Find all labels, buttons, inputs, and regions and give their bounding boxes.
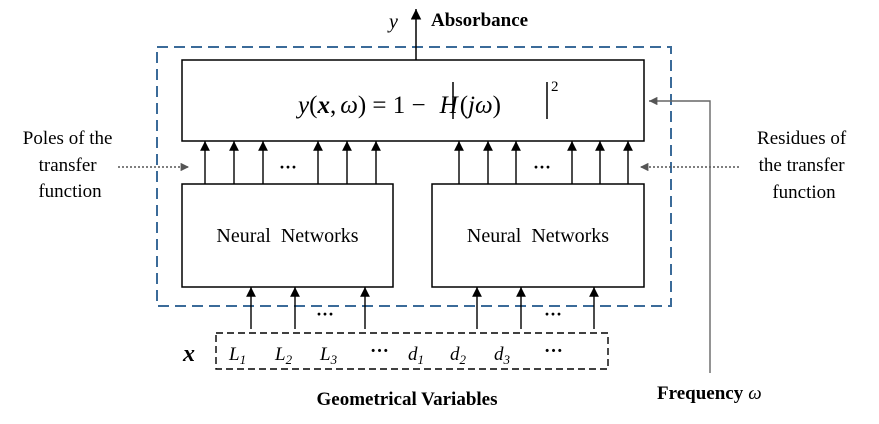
model-boundary bbox=[156, 46, 672, 307]
var-ellipsis-2: ··· bbox=[544, 341, 563, 362]
input-vector-symbol: x bbox=[182, 341, 195, 367]
neural-network-box-right bbox=[431, 183, 645, 288]
var-d2: d2 bbox=[450, 344, 467, 367]
var-L2: L2 bbox=[274, 344, 293, 367]
var-L1: L1 bbox=[228, 344, 246, 367]
var-L3: L3 bbox=[319, 344, 338, 367]
frequency-connector bbox=[649, 96, 711, 373]
left-network-input-arrows bbox=[246, 287, 370, 329]
var-d3: d3 bbox=[494, 344, 511, 367]
output-label: Absorbance bbox=[431, 10, 528, 31]
formula: y(x, ω) = 1 − H(jω) bbox=[295, 92, 501, 119]
right-output-ellipsis: ··· bbox=[533, 157, 551, 177]
neural-network-label-left: Neural Networks bbox=[216, 225, 358, 247]
poles-note: Poles of the transfer function bbox=[23, 128, 117, 202]
input-vector-box bbox=[215, 332, 609, 370]
neural-network-label-right: Neural Networks bbox=[467, 225, 609, 247]
formula-exponent: 2 bbox=[551, 79, 559, 95]
neural-network-box-left bbox=[181, 183, 394, 288]
input-variables: L1 L2 L3 ··· d1 d2 d3 ··· bbox=[228, 341, 563, 367]
right-network-output-arrows bbox=[454, 141, 633, 184]
left-output-ellipsis: ··· bbox=[279, 157, 297, 177]
input-caption: Geometrical Variables bbox=[317, 389, 498, 410]
right-network-input-arrows bbox=[472, 287, 599, 329]
right-input-ellipsis: ··· bbox=[544, 304, 562, 324]
residues-note: Residues of the transfer function bbox=[757, 128, 851, 203]
var-d1: d1 bbox=[408, 344, 424, 367]
var-ellipsis-1: ··· bbox=[370, 341, 389, 362]
frequency-label: Frequency ω bbox=[657, 383, 762, 404]
left-network-output-arrows bbox=[200, 141, 381, 184]
transfer-function-box bbox=[181, 59, 645, 142]
output-symbol: y bbox=[387, 11, 398, 33]
left-input-ellipsis: ··· bbox=[316, 304, 334, 324]
